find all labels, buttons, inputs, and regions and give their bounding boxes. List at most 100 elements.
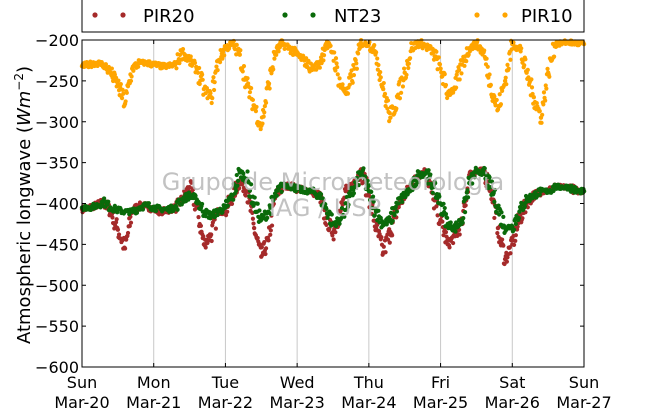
data-point xyxy=(543,98,548,103)
data-point xyxy=(197,81,202,87)
data-point xyxy=(461,216,466,221)
data-point xyxy=(134,210,140,215)
data-point xyxy=(525,67,530,72)
data-point xyxy=(387,119,392,124)
data-point xyxy=(497,92,502,97)
data-point xyxy=(454,72,459,77)
data-point xyxy=(513,233,518,238)
data-point xyxy=(102,196,107,201)
data-point xyxy=(320,196,325,201)
data-point xyxy=(324,222,329,227)
data-point xyxy=(470,181,475,186)
data-point xyxy=(114,217,119,222)
data-point xyxy=(504,259,510,264)
data-point xyxy=(487,175,492,180)
data-point xyxy=(263,100,269,105)
data-point xyxy=(438,66,443,71)
data-point xyxy=(332,50,337,55)
legend: PIR20 NT23 PIR10 xyxy=(81,0,585,33)
data-point xyxy=(356,183,361,188)
data-point xyxy=(526,75,531,80)
data-point xyxy=(240,182,245,187)
data-point xyxy=(340,82,345,87)
data-point xyxy=(433,181,438,186)
y-tick-label: −400 xyxy=(35,195,79,214)
data-point xyxy=(436,55,441,60)
data-point xyxy=(400,84,406,89)
data-point xyxy=(350,80,355,85)
data-point xyxy=(333,230,338,235)
data-point xyxy=(464,59,469,64)
data-point xyxy=(485,64,490,69)
data-point xyxy=(180,46,186,52)
data-point xyxy=(215,68,220,73)
data-point xyxy=(367,183,372,188)
data-point xyxy=(466,52,471,57)
y-axis-label-exp: −2 xyxy=(12,73,26,91)
data-point xyxy=(220,56,225,61)
data-point xyxy=(492,94,497,99)
data-point xyxy=(519,46,524,51)
data-point xyxy=(523,57,528,62)
legend-marker xyxy=(310,12,316,18)
data-point xyxy=(443,230,449,235)
data-point xyxy=(110,215,115,220)
data-point xyxy=(325,215,330,220)
x-tick-label-date: Mar-21 xyxy=(126,393,181,409)
data-point xyxy=(460,220,465,225)
data-point xyxy=(229,201,235,206)
data-point xyxy=(329,212,334,217)
data-point xyxy=(501,214,506,219)
y-axis-label-main: Atmospheric longwave xyxy=(14,133,35,344)
data-point xyxy=(201,234,206,239)
data-point xyxy=(454,85,459,90)
data-point xyxy=(225,209,230,214)
data-point xyxy=(122,246,128,251)
data-point xyxy=(388,115,393,120)
data-point xyxy=(175,207,180,212)
data-point xyxy=(425,181,431,186)
x-tick-label-day: Tue xyxy=(211,373,239,392)
data-point xyxy=(324,206,329,211)
y-tick-label: −300 xyxy=(35,113,79,132)
data-point xyxy=(354,66,360,71)
data-point xyxy=(255,201,260,206)
data-point xyxy=(365,178,370,183)
legend-label: NT23 xyxy=(334,6,381,27)
data-point xyxy=(363,174,368,179)
data-point xyxy=(174,66,179,71)
legend-marker xyxy=(120,12,126,18)
data-point xyxy=(356,51,361,56)
data-point xyxy=(382,91,388,96)
data-point xyxy=(263,246,269,251)
watermark-line-1: Grupo de Micrometeorologia xyxy=(162,168,504,196)
y-tick-label: −550 xyxy=(35,317,79,336)
data-point xyxy=(208,232,214,237)
data-point xyxy=(366,193,372,198)
data-point xyxy=(272,56,277,61)
watermark-line-2: IAG / USP xyxy=(269,194,381,222)
data-point xyxy=(345,91,351,96)
data-point xyxy=(385,106,390,111)
data-point xyxy=(494,97,499,103)
data-point xyxy=(406,61,411,66)
data-point xyxy=(396,201,401,206)
data-point xyxy=(529,85,535,90)
data-point xyxy=(412,176,417,181)
data-point xyxy=(276,49,281,54)
data-point xyxy=(333,68,338,73)
data-point xyxy=(392,213,397,218)
data-point xyxy=(511,227,517,232)
x-tick-label-date: Mar-26 xyxy=(485,393,540,409)
data-point xyxy=(400,199,405,204)
data-point xyxy=(211,87,217,93)
y-tick-label: −600 xyxy=(35,358,79,377)
data-point xyxy=(539,120,544,125)
data-point xyxy=(259,245,264,250)
data-point xyxy=(271,201,276,207)
data-point xyxy=(516,216,521,221)
data-point xyxy=(513,221,518,227)
data-point xyxy=(394,106,399,111)
y-tick-label: −500 xyxy=(35,276,79,295)
data-point xyxy=(441,201,446,206)
